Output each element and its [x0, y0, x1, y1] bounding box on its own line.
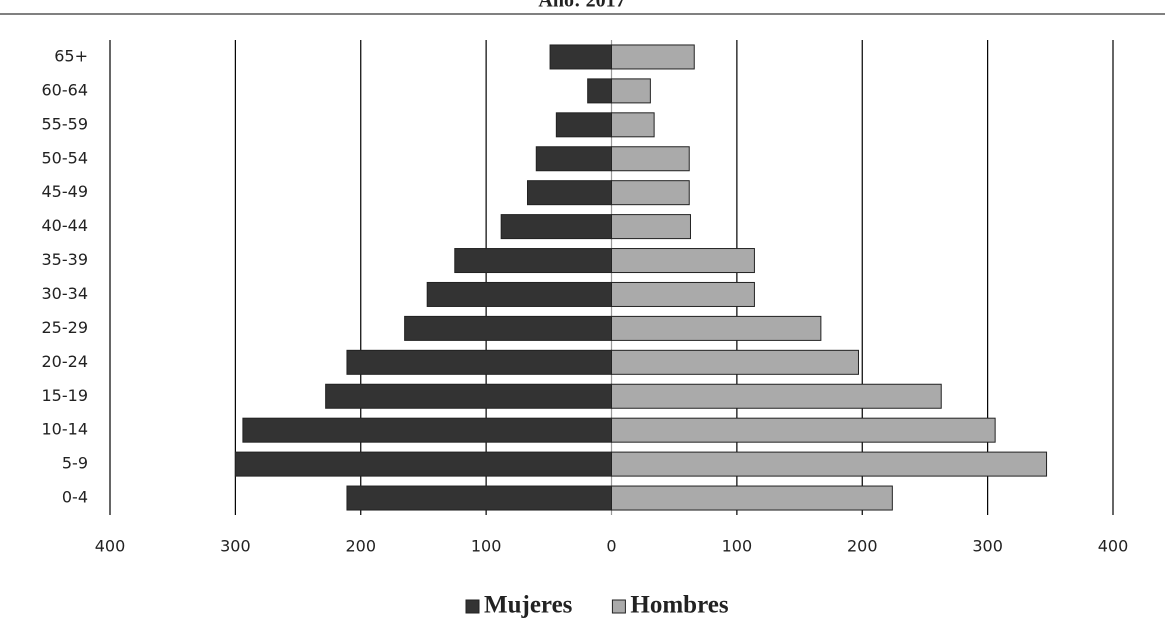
x-tick-label: 200 — [345, 537, 376, 556]
bar — [426, 281, 613, 307]
y-tick-label: 0-4 — [62, 488, 88, 507]
chart-title: Año: 2017 — [538, 0, 625, 12]
legend-label: Hombres — [630, 592, 728, 619]
y-tick-label: 20-24 — [42, 352, 89, 371]
y-tick-label: 60-64 — [42, 80, 89, 99]
bar — [454, 248, 612, 274]
y-tick-label: 5-9 — [62, 454, 88, 473]
y-tick-label: 65+ — [54, 46, 88, 65]
legend-label: Mujeres — [484, 592, 573, 619]
bar — [611, 349, 859, 375]
bar — [500, 214, 613, 240]
bar — [611, 451, 1048, 477]
bar — [535, 146, 613, 172]
y-tick-label: 50-54 — [42, 148, 89, 167]
y-tick-label: 30-34 — [42, 284, 89, 303]
bar — [611, 44, 695, 70]
bar — [587, 78, 613, 104]
legend-swatch — [465, 599, 480, 614]
bar — [611, 180, 690, 206]
bar — [611, 315, 822, 341]
bar — [611, 281, 755, 307]
bar — [611, 248, 755, 274]
x-tick-label: 100 — [471, 537, 502, 556]
x-tick-label: 0 — [606, 537, 616, 556]
bar — [234, 451, 612, 477]
bar — [549, 44, 612, 70]
bar — [404, 315, 612, 341]
bar — [325, 383, 612, 409]
bar — [526, 180, 613, 206]
bar — [611, 146, 690, 172]
y-tick-label: 45-49 — [42, 182, 89, 201]
bar — [611, 78, 651, 104]
x-tick-label: 200 — [847, 537, 878, 556]
y-tick-label: 40-44 — [42, 216, 89, 235]
x-tick-label: 400 — [1098, 537, 1129, 556]
bar — [555, 112, 613, 138]
x-tick-label: 400 — [95, 537, 126, 556]
x-tick-label: 300 — [220, 537, 251, 556]
x-tick-label: 100 — [722, 537, 753, 556]
y-tick-label: 10-14 — [42, 420, 89, 439]
bar — [242, 417, 613, 443]
y-tick-label: 15-19 — [42, 386, 89, 405]
bar — [611, 485, 893, 511]
legend-swatch — [611, 599, 626, 614]
bar — [611, 383, 942, 409]
y-tick-label: 25-29 — [42, 318, 89, 337]
bar — [611, 417, 996, 443]
bar — [346, 349, 612, 375]
x-tick-label: 300 — [972, 537, 1003, 556]
bar — [611, 214, 691, 240]
bar — [611, 112, 655, 138]
bar — [346, 485, 612, 511]
y-tick-label: 55-59 — [42, 114, 89, 133]
y-tick-label: 35-39 — [42, 250, 89, 269]
